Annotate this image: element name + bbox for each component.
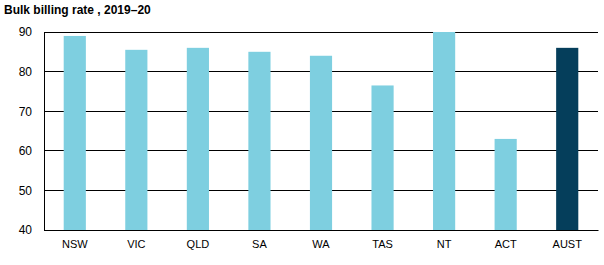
y-tick-label: 70 bbox=[19, 105, 33, 119]
x-tick-label: ACT bbox=[495, 238, 517, 250]
bar bbox=[310, 56, 332, 230]
y-tick: 80 bbox=[19, 65, 44, 79]
y-tick-label: 40 bbox=[19, 223, 33, 237]
grid-line bbox=[44, 32, 598, 33]
x-tick-label: VIC bbox=[127, 238, 145, 250]
title: Bulk billing rate , 2019–20 bbox=[4, 3, 151, 17]
x-tick-label: SA bbox=[252, 238, 267, 250]
y-axis: 40 50 60 70 80 90 bbox=[19, 25, 45, 237]
x-tick-label: AUST bbox=[553, 238, 583, 250]
bar bbox=[495, 139, 517, 230]
x-axis: NSW VIC QLD SA WA TAS NT ACT AUST bbox=[45, 230, 599, 250]
y-tick: 40 bbox=[19, 223, 44, 237]
bar bbox=[433, 32, 455, 230]
x-tick-label: NSW bbox=[62, 238, 88, 250]
bar bbox=[125, 50, 147, 230]
y-tick: 70 bbox=[19, 105, 44, 119]
x-tick-label: NT bbox=[437, 238, 452, 250]
bar bbox=[64, 36, 86, 230]
x-tick: NT bbox=[437, 230, 452, 250]
x-tick: QLD bbox=[187, 230, 210, 250]
x-tick: AUST bbox=[553, 230, 583, 250]
x-tick-label: WA bbox=[312, 238, 330, 250]
x-tick: VIC bbox=[127, 230, 145, 250]
bar bbox=[371, 85, 393, 230]
plot: 40 50 60 70 80 90 NSW VIC QLD SA WA TAS NT ACT AUST bbox=[19, 25, 599, 249]
y-tick-label: 90 bbox=[19, 25, 33, 39]
y-tick-label: 60 bbox=[19, 144, 33, 158]
bar bbox=[556, 48, 578, 230]
x-tick: WA bbox=[312, 230, 330, 250]
grid bbox=[44, 32, 598, 230]
bar bbox=[187, 48, 209, 230]
bar bbox=[248, 52, 270, 230]
bars bbox=[64, 32, 579, 230]
y-tick-label: 80 bbox=[19, 65, 33, 79]
y-tick: 50 bbox=[19, 184, 44, 198]
x-tick-label: TAS bbox=[372, 238, 393, 250]
x-tick: ACT bbox=[495, 230, 517, 250]
y-tick-label: 50 bbox=[19, 184, 33, 198]
x-tick-label: QLD bbox=[187, 238, 210, 250]
x-axis-line bbox=[45, 230, 599, 231]
chart: Bulk billing rate , 2019–20 40 50 60 70 80 90 N… bbox=[0, 0, 604, 265]
y-tick: 90 bbox=[19, 25, 44, 39]
y-axis-line bbox=[44, 33, 45, 231]
y-tick: 60 bbox=[19, 144, 44, 158]
x-tick: TAS bbox=[372, 230, 393, 250]
x-tick: SA bbox=[252, 230, 267, 250]
x-tick: NSW bbox=[62, 230, 88, 250]
